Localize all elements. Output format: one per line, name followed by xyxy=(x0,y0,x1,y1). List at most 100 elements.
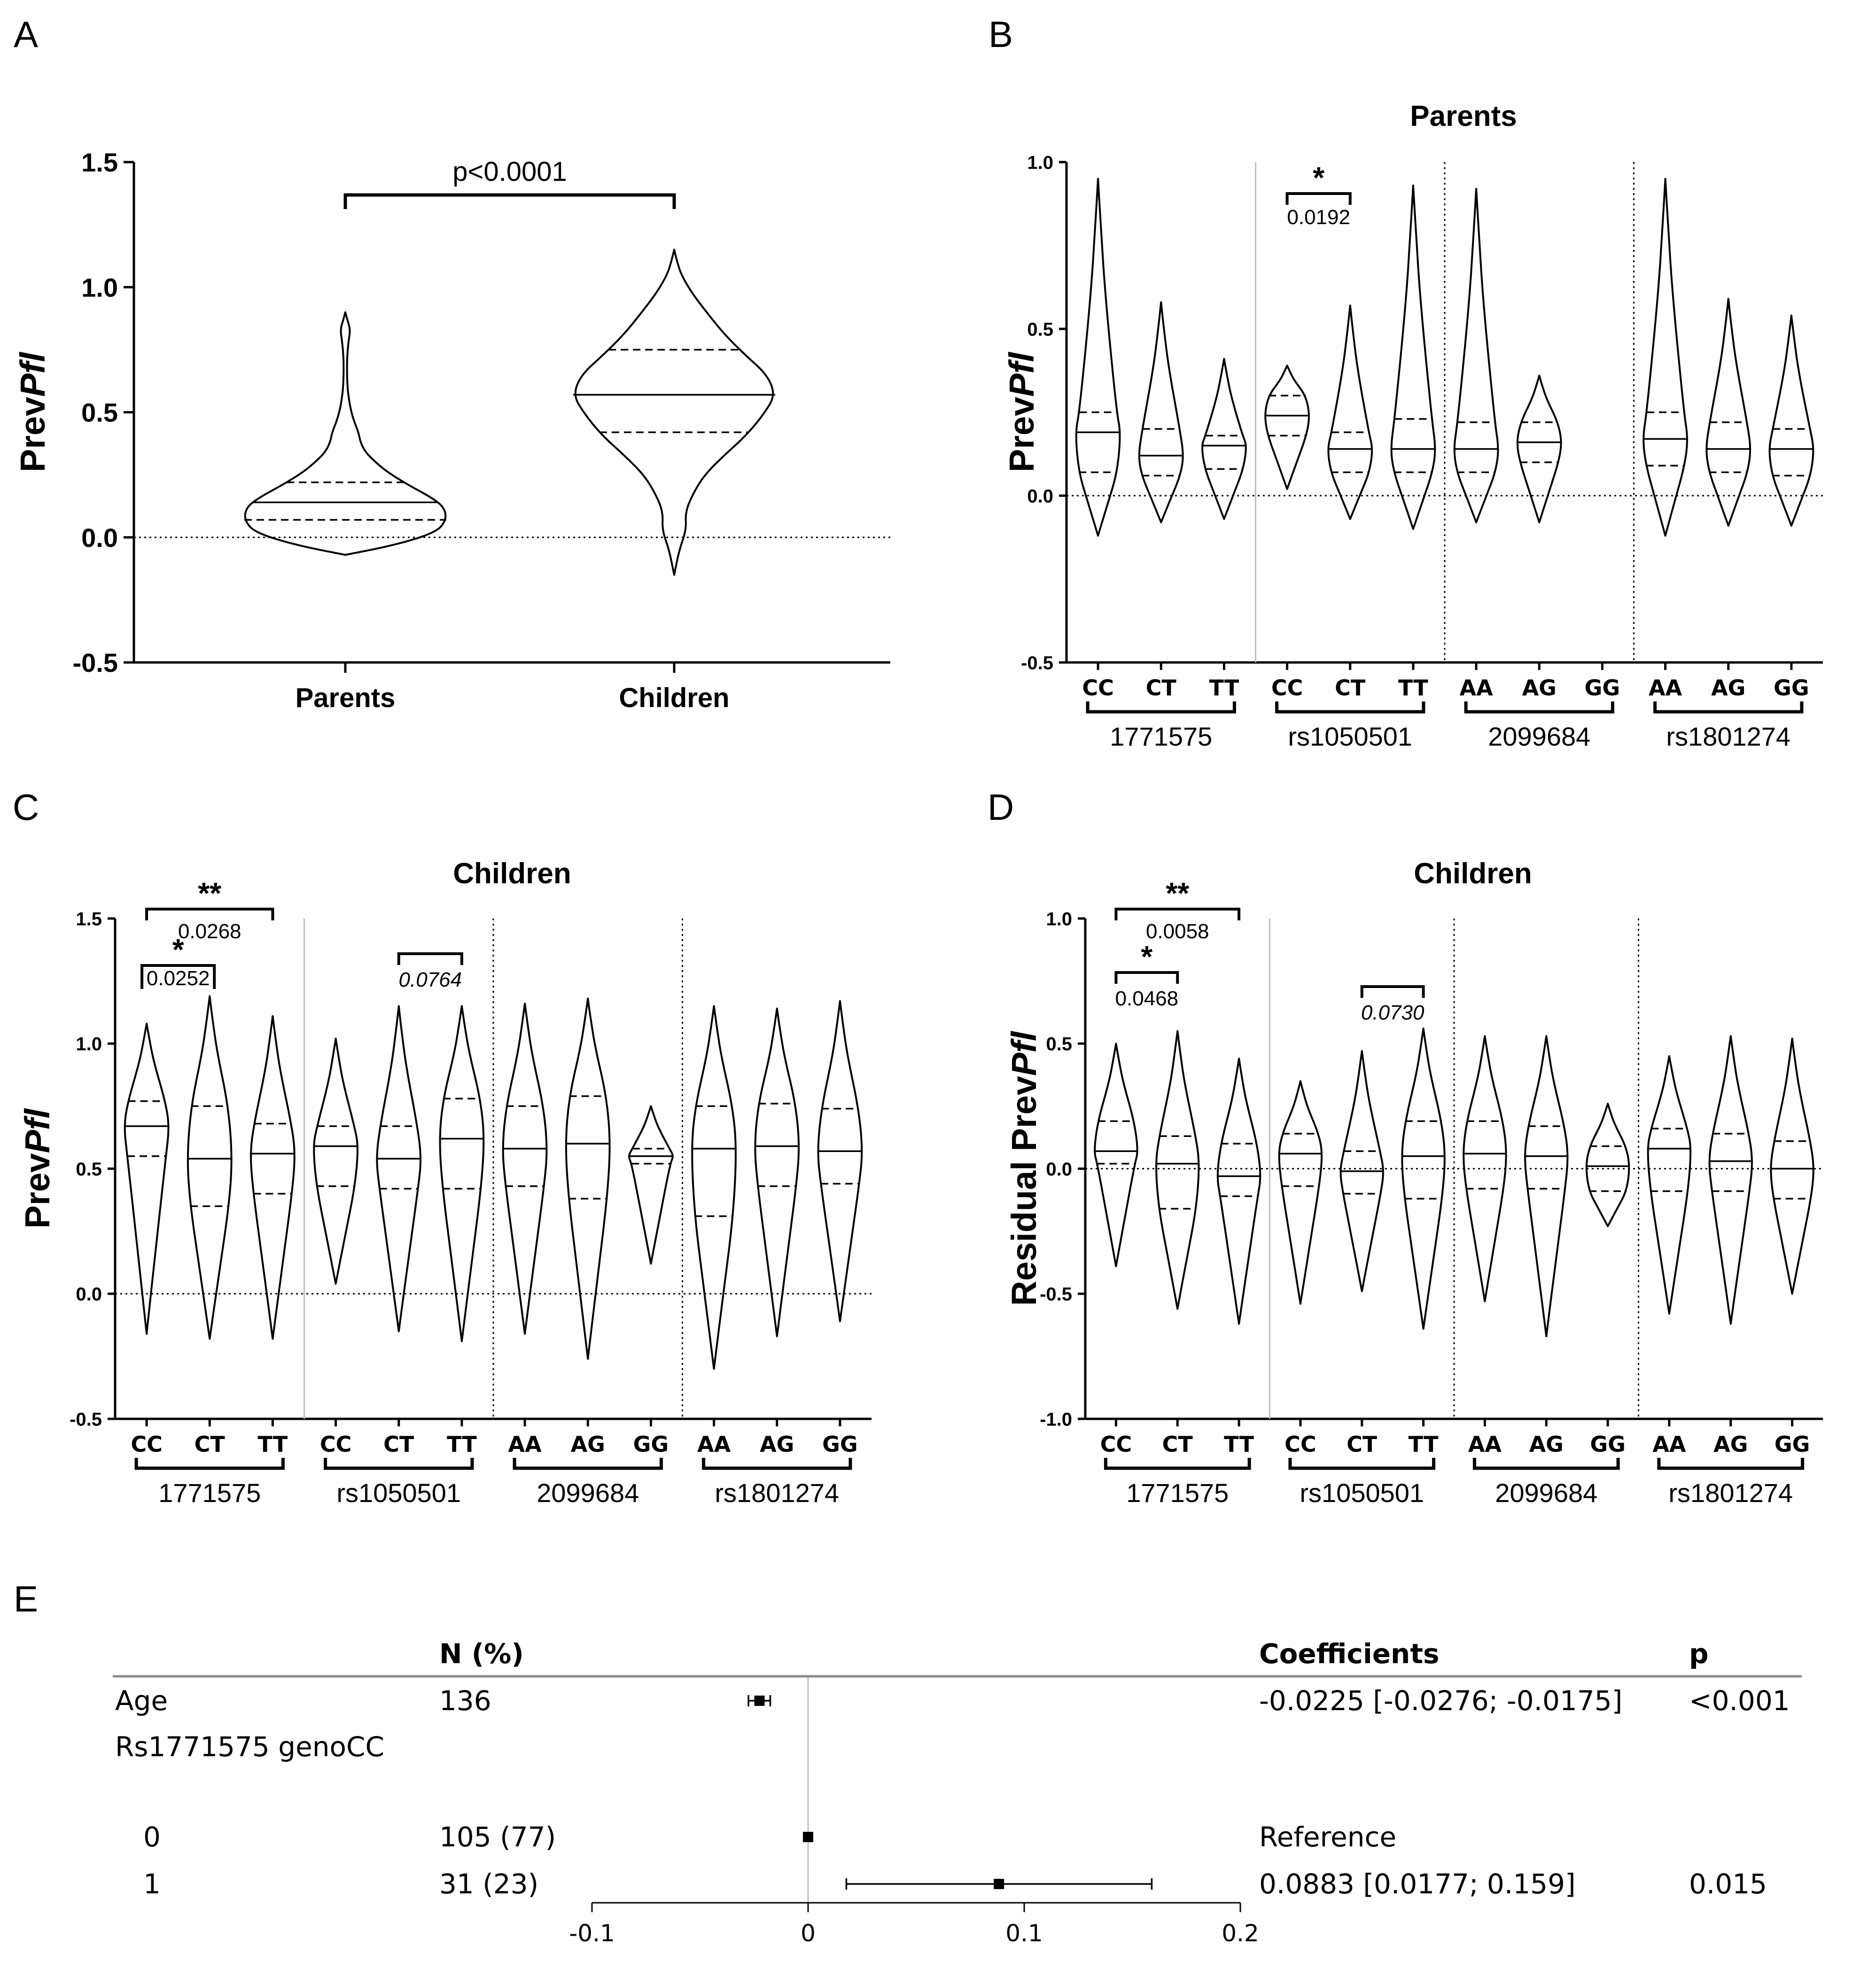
snp-group-bracket xyxy=(324,1458,474,1470)
estimate-marker xyxy=(754,1696,765,1706)
violin-C-3 xyxy=(313,1037,358,1285)
row-n: 31 (23) xyxy=(439,1868,538,1900)
significance-stars: * xyxy=(1141,940,1152,973)
row-label: Age xyxy=(115,1685,168,1717)
y-axis-label-suffix: Pfl xyxy=(1004,1031,1043,1076)
genotype-label: CT xyxy=(1162,1432,1193,1457)
estimate-marker xyxy=(994,1879,1004,1889)
genotype-label: TT xyxy=(1398,675,1428,701)
snp-group-bracket xyxy=(1657,1458,1805,1470)
snp-group-label: rs1801274 xyxy=(1668,1478,1793,1508)
snp-group-label: rs1801274 xyxy=(715,1478,839,1508)
violin-D-7 xyxy=(1524,1035,1569,1338)
y-tick-label: 0.5 xyxy=(1027,319,1053,340)
p-value-label: 0.0192 xyxy=(1287,206,1350,229)
p-value-label: p<0.0001 xyxy=(452,156,567,187)
panel-letter-A: A xyxy=(14,14,38,55)
y-tick-label: 0.5 xyxy=(76,1159,102,1180)
genotype-label: GG xyxy=(633,1432,669,1457)
y-axis-label: PrevPfl xyxy=(13,352,52,472)
y-axis-label: PrevPfl xyxy=(1002,352,1041,472)
y-axis-label-suffix: Pfl xyxy=(18,1108,57,1153)
genotype-label: CC xyxy=(131,1432,163,1457)
panel-e: N (%) Coefficients p Age 136 -0.0225 [-0.0276… xyxy=(113,1638,1802,1947)
snp-group-label: rs1050501 xyxy=(336,1478,461,1508)
p-value-label: 0.0252 xyxy=(147,967,210,990)
violin-B-10 xyxy=(1768,314,1814,527)
violin-C-8 xyxy=(628,1105,674,1265)
snp-group-bracket xyxy=(134,1458,285,1470)
snp-group-bracket xyxy=(1288,1458,1436,1470)
snp-group-bracket xyxy=(1653,701,1804,714)
violin-a-1 xyxy=(574,249,774,576)
row-coefficient: -0.0225 [-0.0276; -0.0175] xyxy=(1259,1685,1622,1717)
violin-C-10 xyxy=(754,1007,800,1338)
panel-b: 1.0 0.5 0.0 -0.5 Parents PrevPfl CC CT TT 1771575… xyxy=(1002,100,1823,751)
genotype-label: CC xyxy=(320,1432,352,1457)
x-category-label: Parents xyxy=(296,683,396,713)
y-axis-label: PrevPfl xyxy=(18,1108,57,1229)
significance-bracket xyxy=(343,193,676,209)
row-coefficient: Reference xyxy=(1259,1821,1396,1853)
panel-letter-D: D xyxy=(988,786,1014,828)
violin-C-4 xyxy=(376,1005,422,1332)
y-axis-label-prefix: Prev xyxy=(13,397,52,472)
violin-B-8 xyxy=(1642,178,1688,537)
header-p: p xyxy=(1689,1638,1709,1670)
violin-C-1 xyxy=(187,995,233,1340)
significance-stars: ** xyxy=(1166,876,1189,910)
genotype-label: CT xyxy=(1347,1432,1378,1457)
snp-group-bracket xyxy=(1275,701,1425,714)
violin-B-6 xyxy=(1453,187,1499,523)
significance-stars: * xyxy=(172,933,184,966)
p-value-label: 0.0058 xyxy=(1146,920,1209,943)
violin-C-2 xyxy=(250,1015,296,1340)
violin-D-11 xyxy=(1770,1037,1814,1295)
panel-letter-C: C xyxy=(13,786,39,828)
genotype-label: TT xyxy=(1209,675,1239,701)
violin-D-3 xyxy=(1278,1080,1323,1305)
significance-bracket xyxy=(397,952,463,965)
significance-bracket xyxy=(1114,971,1179,984)
violin-C-9 xyxy=(691,1005,737,1370)
y-axis-label-prefix: Residual Prev xyxy=(1004,1076,1043,1306)
row-label: 1 xyxy=(143,1868,161,1900)
snp-group-label: rs1050501 xyxy=(1300,1478,1424,1508)
genotype-label: AG xyxy=(760,1432,794,1457)
significance-bracket xyxy=(140,964,216,989)
violin-D-9 xyxy=(1647,1055,1692,1315)
violin-B-0 xyxy=(1075,178,1121,537)
snp-group-bracket xyxy=(1104,1458,1251,1470)
violin-D-0 xyxy=(1094,1043,1138,1268)
genotype-label: AG xyxy=(1711,675,1745,701)
snp-group-label: 1771575 xyxy=(1126,1478,1229,1508)
y-tick-label: 0.0 xyxy=(81,523,118,553)
violin-C-7 xyxy=(565,997,611,1360)
genotype-label: GG xyxy=(1774,675,1809,701)
y-tick-label: 0.5 xyxy=(81,398,118,428)
y-tick-label: -0.5 xyxy=(1021,653,1053,673)
row-n: 105 (77) xyxy=(439,1821,556,1853)
panel-c: 1.5 1.0 0.5 0.0 -0.5 Children PrevPfl CC CT TT 177… xyxy=(18,857,872,1508)
genotype-label: AA xyxy=(1459,675,1493,701)
y-tick-label: 1.5 xyxy=(76,909,102,929)
p-value-label: 0.0468 xyxy=(1115,987,1179,1010)
genotype-label: TT xyxy=(258,1432,288,1457)
panel-letter-E: E xyxy=(14,1578,38,1619)
panel-d: 1.0 0.5 0.0 -0.5 -1.0 Children Residual PrevPf… xyxy=(1004,857,1823,1508)
p-value-label: 0.0268 xyxy=(178,920,241,943)
snp-group-label: 2099684 xyxy=(1495,1478,1597,1508)
violin-D-1 xyxy=(1155,1030,1200,1310)
genotype-label: AG xyxy=(1529,1432,1564,1457)
significance-bracket xyxy=(1285,192,1352,205)
y-axis-label-prefix: Prev xyxy=(1002,397,1041,472)
violin-D-2 xyxy=(1216,1058,1261,1325)
chart-title: Children xyxy=(1414,857,1532,890)
y-tick-label: -0.5 xyxy=(73,648,118,677)
snp-group-label: rs1050501 xyxy=(1288,722,1412,751)
y-tick-label: 1.0 xyxy=(76,1034,102,1055)
significance-stars: ** xyxy=(198,876,221,910)
row-p: 0.015 xyxy=(1689,1868,1767,1900)
snp-group-bracket xyxy=(513,1458,663,1470)
